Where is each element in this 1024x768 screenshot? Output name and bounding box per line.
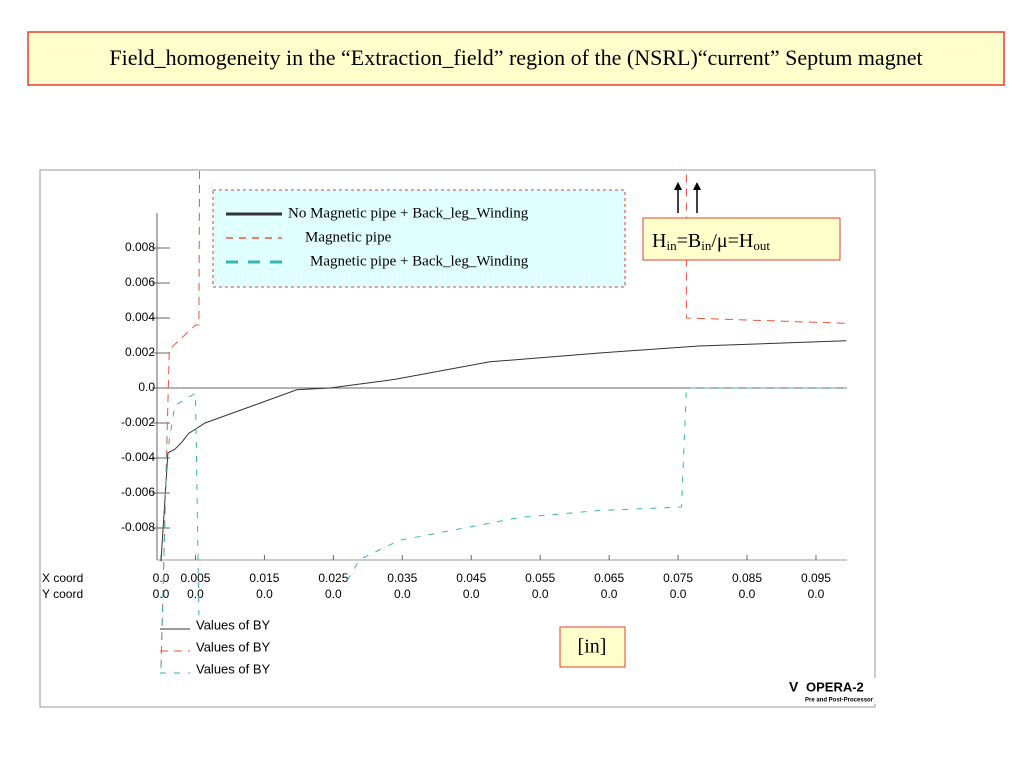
annotation-part: =B: [677, 230, 702, 252]
annotation: Hin=Bin/μ=Hout: [652, 230, 770, 253]
annotation-part: /μ=H: [711, 230, 753, 252]
y-coord-label: 0.0: [325, 587, 342, 601]
x-tick-label: 0.015: [249, 571, 279, 585]
logo-mark: V: [789, 679, 799, 695]
note-label: No Magnetic pipe + Back_leg_Winding: [288, 205, 529, 221]
annotation-part: out: [753, 238, 770, 253]
annotation-part: H: [652, 230, 666, 252]
note-label: Magnetic pipe + Back_leg_Winding: [310, 253, 529, 269]
title-box: [27, 31, 1005, 86]
y-row-label: Y coord: [42, 587, 83, 601]
arrow-head: [674, 182, 682, 190]
y-coord-label: 0.0: [808, 587, 825, 601]
y-coord-label: 0.0: [739, 587, 756, 601]
y-tick-label: 0.0: [138, 380, 155, 394]
y-tick-label: -0.008: [121, 520, 155, 534]
logo-name: OPERA-2: [806, 679, 864, 694]
note-label: Magnetic pipe: [305, 229, 392, 245]
y-coord-label: 0.0: [187, 587, 204, 601]
y-tick-label: -0.004: [121, 450, 155, 464]
y-coord-label: 0.0: [532, 587, 549, 601]
unit-box: [559, 626, 626, 668]
logo: [787, 678, 887, 704]
x-tick-label: 0.045: [456, 571, 486, 585]
x-row-label: X coord: [42, 571, 83, 585]
x-tick-label: 0.095: [801, 571, 831, 585]
legend-label: Values of BY: [196, 617, 271, 632]
x-tick-label: 0.005: [180, 571, 210, 585]
y-tick-label: -0.006: [121, 485, 155, 499]
y-tick-label: 0.008: [125, 240, 155, 254]
legend-label: Values of BY: [196, 661, 271, 676]
series-line: [160, 340, 847, 562]
y-tick-label: 0.004: [125, 310, 155, 324]
y-coord-label: 0.0: [153, 587, 170, 601]
unit-label: [in]: [578, 636, 607, 658]
y-coord-label: 0.0: [601, 587, 618, 601]
annotation-part: in: [701, 238, 712, 253]
y-coord-label: 0.0: [463, 587, 480, 601]
y-coord-label: 0.0: [394, 587, 411, 601]
x-tick-label: 0.055: [525, 571, 555, 585]
y-coord-label: 0.0: [670, 587, 687, 601]
legend-label: Values of BY: [196, 639, 271, 654]
x-tick-label: 0.085: [732, 571, 762, 585]
slide-title: Field_homogeneity in the “Extraction_fie…: [109, 45, 922, 70]
y-coord-label: 0.0: [256, 587, 273, 601]
annotation-part: in: [666, 238, 677, 253]
annotation-box: [642, 217, 841, 261]
x-tick-label: 0.065: [594, 571, 624, 585]
x-tick-label: 0.075: [663, 571, 693, 585]
x-tick-label: 0.035: [387, 571, 417, 585]
y-tick-label: -0.002: [121, 415, 155, 429]
y-tick-label: 0.002: [125, 345, 155, 359]
logo-sub: Pre and Post-Processor: [805, 698, 874, 704]
arrow-head: [693, 182, 701, 190]
x-tick-label: 0.025: [318, 571, 348, 585]
y-tick-label: 0.006: [125, 275, 155, 289]
series-line: [160, 387, 847, 669]
x-tick-label: 0.0: [153, 571, 170, 585]
